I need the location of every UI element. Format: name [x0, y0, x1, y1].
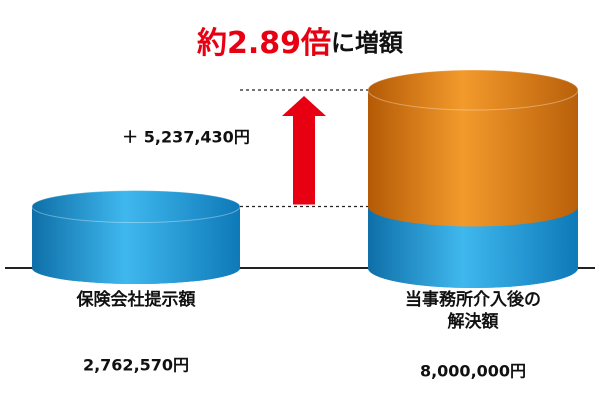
category-label: 保険会社提示額 — [76, 289, 197, 310]
segment-bottom-edge — [32, 252, 240, 284]
title-rest: に増額 — [331, 29, 404, 57]
category-label: 当事務所介入後の解決額 — [405, 289, 541, 332]
title-highlight: 約2.89倍 — [197, 26, 331, 61]
total-label: 2,762,570円 — [83, 356, 189, 375]
segment-bottom-edge — [368, 248, 578, 288]
segment-bottom-edge — [368, 186, 578, 227]
total-label: 8,000,000円 — [420, 362, 526, 381]
cylinder-top — [367, 69, 579, 111]
increase-label: ＋ 5,237,430円 — [122, 128, 250, 147]
increase-arrow — [282, 96, 326, 205]
cylinder-top — [31, 190, 241, 224]
chart-title: 約2.89倍に増額 — [197, 26, 404, 61]
